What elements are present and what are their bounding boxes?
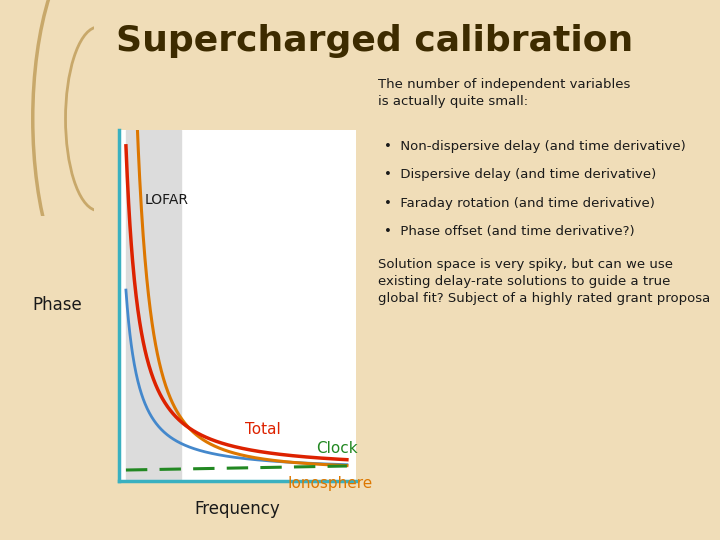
- Text: Clock: Clock: [316, 441, 358, 456]
- Text: Frequency: Frequency: [194, 501, 281, 518]
- Text: Solution space is very spiky, but can we use
existing delay-rate solutions to gu: Solution space is very spiky, but can we…: [378, 258, 710, 305]
- Text: Total: Total: [245, 422, 281, 437]
- Text: •  Phase offset (and time derivative?): • Phase offset (and time derivative?): [384, 225, 634, 238]
- Text: Phase: Phase: [32, 296, 83, 314]
- Text: •  Dispersive delay (and time derivative): • Dispersive delay (and time derivative): [384, 168, 656, 181]
- Text: •  Non-dispersive delay (and time derivative): • Non-dispersive delay (and time derivat…: [384, 140, 685, 153]
- Text: The number of independent variables
is actually quite small:: The number of independent variables is a…: [378, 78, 631, 109]
- Text: LOFAR: LOFAR: [144, 193, 189, 207]
- Text: Ionosphere: Ionosphere: [287, 476, 373, 491]
- Bar: [126, 130, 181, 481]
- Text: Supercharged calibration: Supercharged calibration: [116, 24, 633, 58]
- Text: •  Faraday rotation (and time derivative): • Faraday rotation (and time derivative): [384, 197, 654, 210]
